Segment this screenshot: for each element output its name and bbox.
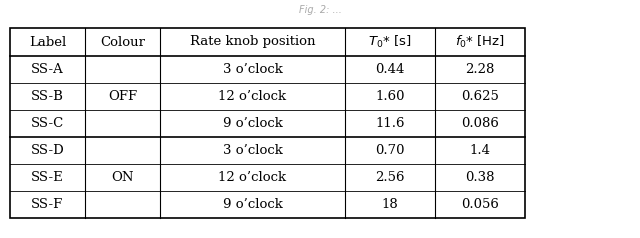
- Text: SS-A: SS-A: [31, 63, 64, 76]
- Text: $f_0$* [Hz]: $f_0$* [Hz]: [455, 34, 505, 50]
- Text: 2.56: 2.56: [375, 171, 404, 184]
- Text: SS-B: SS-B: [31, 90, 64, 103]
- Text: 1.4: 1.4: [470, 144, 490, 157]
- Text: 9 o’clock: 9 o’clock: [223, 117, 282, 130]
- Text: Colour: Colour: [100, 35, 145, 49]
- Text: SS-F: SS-F: [31, 198, 63, 211]
- Text: OFF: OFF: [108, 90, 137, 103]
- Text: Label: Label: [29, 35, 66, 49]
- Text: $T_0$* [s]: $T_0$* [s]: [368, 34, 412, 50]
- Text: 12 o’clock: 12 o’clock: [218, 171, 287, 184]
- Text: 2.28: 2.28: [465, 63, 495, 76]
- Text: 3 o’clock: 3 o’clock: [223, 144, 282, 157]
- Text: 0.056: 0.056: [461, 198, 499, 211]
- Text: 0.38: 0.38: [465, 171, 495, 184]
- Text: 18: 18: [381, 198, 398, 211]
- Text: 0.44: 0.44: [375, 63, 404, 76]
- Text: 12 o’clock: 12 o’clock: [218, 90, 287, 103]
- Text: 3 o’clock: 3 o’clock: [223, 63, 282, 76]
- Bar: [10, 28, 525, 218]
- Text: ON: ON: [111, 171, 134, 184]
- Text: 0.086: 0.086: [461, 117, 499, 130]
- Text: SS-C: SS-C: [31, 117, 64, 130]
- Text: Rate knob position: Rate knob position: [189, 35, 316, 49]
- Text: SS-D: SS-D: [31, 144, 65, 157]
- Text: 0.70: 0.70: [375, 144, 404, 157]
- Text: 0.625: 0.625: [461, 90, 499, 103]
- Text: SS-E: SS-E: [31, 171, 64, 184]
- Text: 9 o’clock: 9 o’clock: [223, 198, 282, 211]
- Text: 1.60: 1.60: [375, 90, 404, 103]
- Text: Fig. 2: ...: Fig. 2: ...: [299, 5, 341, 15]
- Text: 11.6: 11.6: [375, 117, 404, 130]
